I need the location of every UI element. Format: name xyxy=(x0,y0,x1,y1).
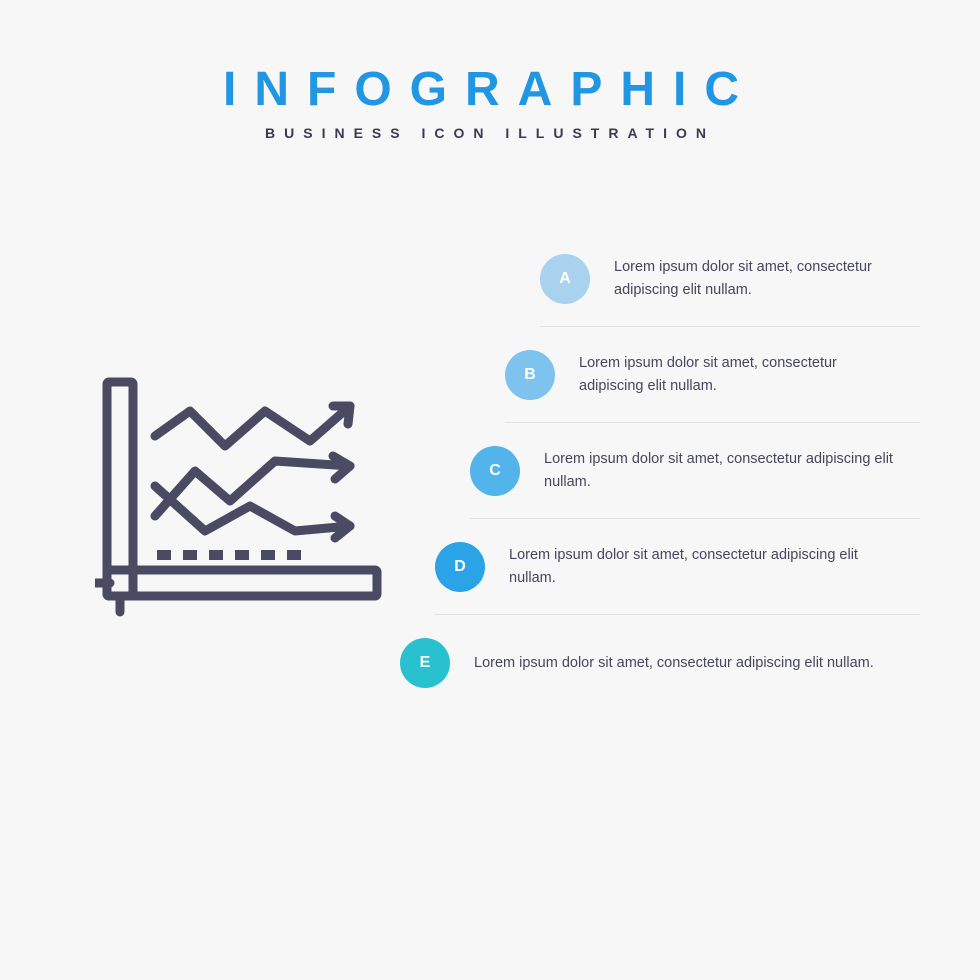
step-text-b: Lorem ipsum dolor sit amet, consectetur … xyxy=(579,352,920,397)
step-b: B Lorem ipsum dolor sit amet, consectetu… xyxy=(505,327,920,423)
step-text-a: Lorem ipsum dolor sit amet, consectetur … xyxy=(614,256,920,301)
step-c: C Lorem ipsum dolor sit amet, consectetu… xyxy=(470,423,920,519)
page-title: INFOGRAPHIC xyxy=(0,62,980,117)
page-subtitle: BUSINESS ICON ILLUSTRATION xyxy=(0,125,980,141)
step-text-e: Lorem ipsum dolor sit amet, consectetur … xyxy=(474,652,920,674)
step-badge-b: B xyxy=(505,350,555,400)
step-badge-a: A xyxy=(540,254,590,304)
header: INFOGRAPHIC BUSINESS ICON ILLUSTRATION xyxy=(0,0,980,141)
step-badge-d: D xyxy=(435,542,485,592)
step-badge-e: E xyxy=(400,638,450,688)
step-badge-c: C xyxy=(470,446,520,496)
analytics-chart-icon xyxy=(95,376,395,626)
content-area: A Lorem ipsum dolor sit amet, consectetu… xyxy=(0,231,980,931)
step-a: A Lorem ipsum dolor sit amet, consectetu… xyxy=(540,231,920,327)
step-d: D Lorem ipsum dolor sit amet, consectetu… xyxy=(435,519,920,615)
step-text-d: Lorem ipsum dolor sit amet, consectetur … xyxy=(509,544,920,589)
step-e: E Lorem ipsum dolor sit amet, consectetu… xyxy=(400,615,920,711)
steps-list: A Lorem ipsum dolor sit amet, consectetu… xyxy=(400,231,920,711)
step-text-c: Lorem ipsum dolor sit amet, consectetur … xyxy=(544,448,920,493)
